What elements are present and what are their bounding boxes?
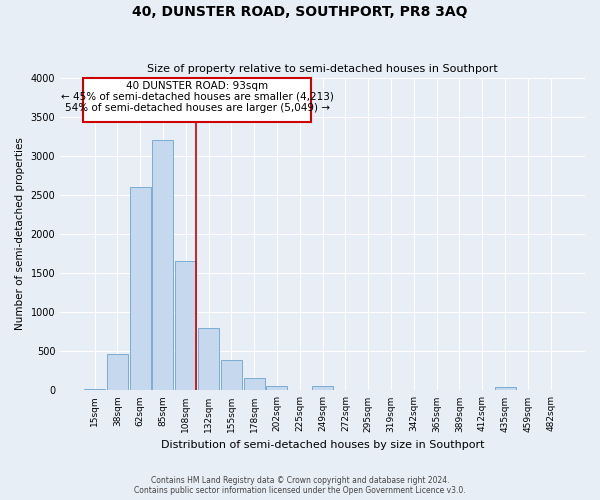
Bar xyxy=(152,140,173,390)
Text: 54% of semi-detached houses are larger (5,049) →: 54% of semi-detached houses are larger (… xyxy=(65,102,329,113)
Bar xyxy=(198,328,219,390)
X-axis label: Distribution of semi-detached houses by size in Southport: Distribution of semi-detached houses by … xyxy=(161,440,484,450)
Y-axis label: Number of semi-detached properties: Number of semi-detached properties xyxy=(15,138,25,330)
Text: Contains HM Land Registry data © Crown copyright and database right 2024.
Contai: Contains HM Land Registry data © Crown c… xyxy=(134,476,466,495)
Bar xyxy=(244,378,265,390)
Text: 40, DUNSTER ROAD, SOUTHPORT, PR8 3AQ: 40, DUNSTER ROAD, SOUTHPORT, PR8 3AQ xyxy=(132,5,468,19)
Bar xyxy=(312,386,333,390)
FancyBboxPatch shape xyxy=(83,78,311,122)
Text: ← 45% of semi-detached houses are smaller (4,213): ← 45% of semi-detached houses are smalle… xyxy=(61,92,334,102)
Bar xyxy=(84,389,105,390)
Bar xyxy=(266,386,287,390)
Bar xyxy=(175,262,196,390)
Bar xyxy=(221,360,242,390)
Text: 40 DUNSTER ROAD: 93sqm: 40 DUNSTER ROAD: 93sqm xyxy=(126,80,268,90)
Bar xyxy=(494,388,515,390)
Bar xyxy=(130,187,151,390)
Bar xyxy=(107,354,128,390)
Title: Size of property relative to semi-detached houses in Southport: Size of property relative to semi-detach… xyxy=(147,64,498,74)
